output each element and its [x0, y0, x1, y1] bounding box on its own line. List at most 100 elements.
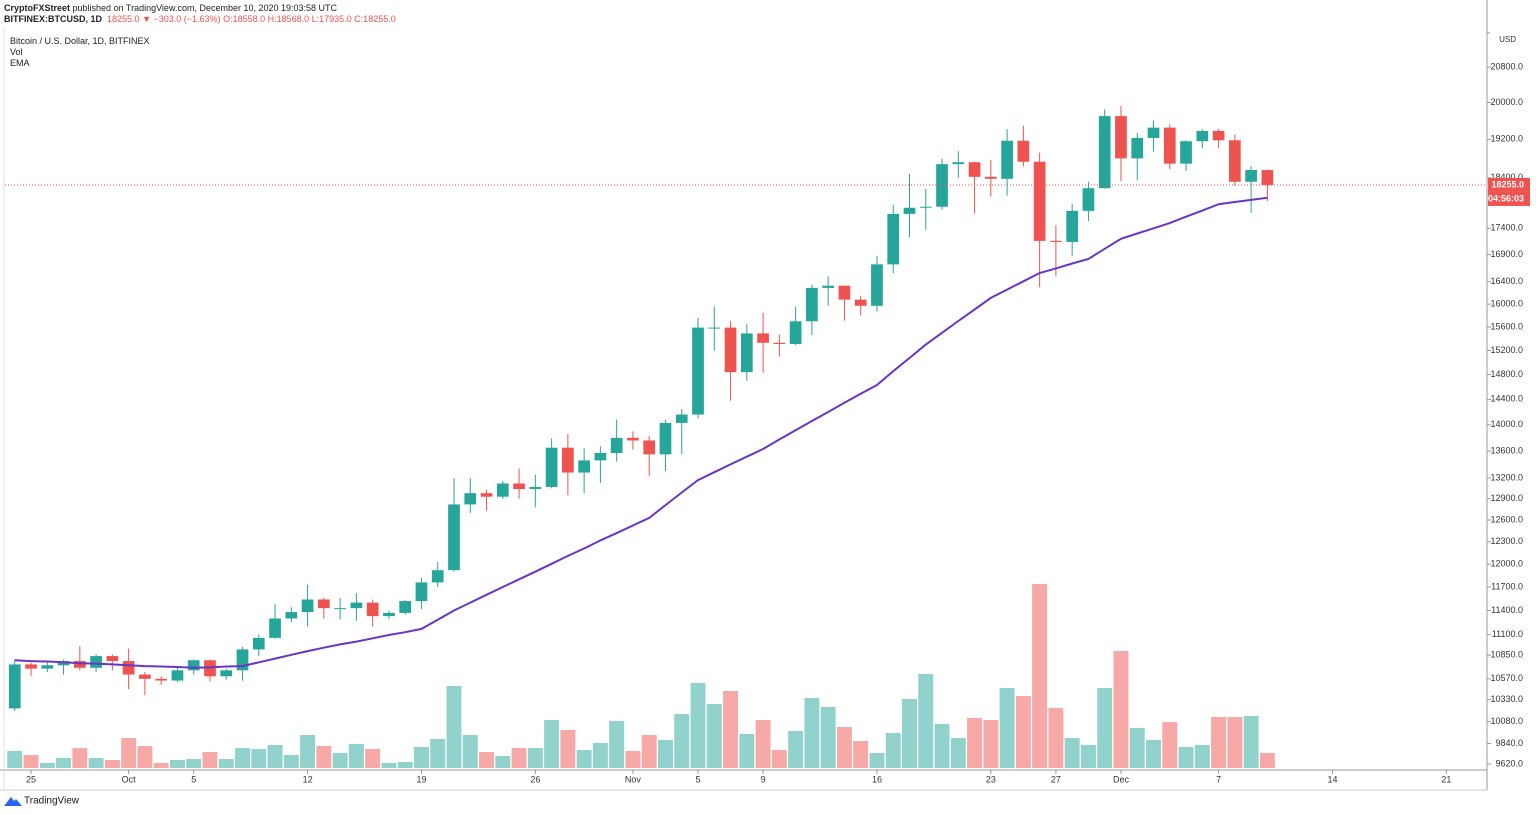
- x-tick-label: 27: [1051, 774, 1061, 784]
- volume-bar: [332, 753, 348, 768]
- candle-body: [919, 206, 932, 208]
- volume-bar: [1080, 745, 1096, 768]
- volume-bar: [7, 751, 23, 768]
- candle-body: [936, 164, 948, 207]
- candle-body: [806, 287, 818, 322]
- candle-body: [610, 437, 623, 454]
- candle-body: [529, 486, 542, 490]
- candle-body: [1082, 188, 1095, 211]
- volume-bar: [1015, 696, 1031, 768]
- volume-bar: [983, 720, 999, 768]
- volume-bar: [869, 753, 885, 768]
- y-tick-label: 10570.0: [1490, 673, 1523, 683]
- candle-body: [578, 460, 590, 473]
- candle-body: [1196, 130, 1209, 142]
- candle-body: [1098, 116, 1111, 189]
- volume-bar: [674, 714, 690, 768]
- last-price-label: 18255.0: [1491, 179, 1524, 189]
- y-tick-label: 12000.0: [1490, 559, 1523, 569]
- candle-body: [1066, 210, 1079, 242]
- candle-body: [448, 504, 460, 571]
- volume-bar: [788, 731, 804, 768]
- volume-bar: [88, 758, 104, 768]
- candle-body: [968, 162, 981, 177]
- candle-body: [773, 342, 786, 344]
- volume-bar: [267, 745, 283, 768]
- x-tick-label: 26: [530, 774, 540, 784]
- y-tick-label: 9620.0: [1495, 758, 1523, 768]
- y-tick-label: 13200.0: [1490, 472, 1523, 482]
- candle-body: [383, 612, 395, 617]
- y-tick-label: 9840.0: [1495, 738, 1523, 748]
- volume-bar: [235, 748, 250, 768]
- y-tick-label: 10330.0: [1490, 694, 1523, 704]
- volume-bar: [1227, 717, 1243, 768]
- volume-bar: [511, 748, 527, 768]
- brand-logo: [4, 797, 22, 806]
- candle-body: [675, 414, 688, 423]
- volume-bar: [381, 763, 397, 768]
- y-tick-label: 14000.0: [1490, 419, 1523, 429]
- volume-bar: [218, 759, 234, 768]
- candle-body: [480, 493, 493, 497]
- candle-body: [73, 661, 86, 668]
- volume-bar: [1243, 716, 1259, 768]
- candle-body: [1212, 130, 1225, 141]
- x-tick-label: 5: [696, 774, 701, 784]
- candle-body: [236, 649, 249, 671]
- x-tick-label: Nov: [625, 774, 642, 784]
- candle-body: [1001, 140, 1013, 179]
- volume-bar: [1259, 753, 1275, 768]
- candle-body: [757, 333, 769, 343]
- author: CryptoFXStreet: [4, 3, 71, 13]
- y-tick-label: 11700.0: [1491, 581, 1523, 591]
- candle-body: [854, 299, 867, 306]
- y-tick-label: 13600.0: [1490, 445, 1523, 455]
- volume-bar: [1032, 584, 1048, 768]
- candle-body: [1261, 170, 1274, 185]
- x-tick-label: 19: [416, 774, 426, 784]
- volume-bar: [39, 763, 55, 768]
- volume-bar: [365, 749, 381, 768]
- volume-bar: [690, 683, 706, 768]
- y-tick-label: 12600.0: [1490, 514, 1523, 524]
- candle-body: [692, 327, 704, 415]
- y-tick-label: 10850.0: [1490, 650, 1523, 660]
- candle-body: [464, 493, 477, 505]
- y-tick-label: 14800.0: [1490, 369, 1523, 379]
- volume-bar: [153, 763, 169, 768]
- y-tick-label: 14400.0: [1490, 394, 1523, 404]
- y-tick-label: 16900.0: [1490, 249, 1523, 259]
- candle-body: [25, 664, 37, 669]
- x-tick-label: 12: [303, 774, 313, 784]
- volume-bar: [169, 760, 185, 768]
- volume-bar: [609, 721, 625, 768]
- candle-body: [838, 285, 851, 300]
- volume-bar: [413, 747, 429, 768]
- header-line-2: BITFINEX:BTCUSD, 1D 18255.0 ▼ −303.0 (−1…: [4, 14, 396, 24]
- y-unit: USD: [1499, 35, 1516, 44]
- x-tick-label: 5: [191, 774, 196, 784]
- volume-bar: [771, 750, 787, 768]
- candle-body: [1017, 140, 1030, 162]
- y-tick-label: 11400.0: [1491, 605, 1523, 615]
- candle-body: [903, 207, 916, 214]
- volume-bar: [1064, 738, 1080, 768]
- candle-body: [1245, 169, 1257, 182]
- volume-bar: [1129, 728, 1145, 768]
- candle-body: [187, 660, 200, 671]
- candle-body: [513, 483, 525, 490]
- y-tick-label: 18400.0: [1490, 172, 1523, 182]
- volume-bar: [804, 698, 820, 768]
- volume-bar: [1211, 717, 1227, 768]
- volume-bar: [657, 740, 673, 768]
- volume-bar: [576, 750, 592, 768]
- volume-bar: [397, 762, 413, 768]
- volume-bar: [348, 744, 364, 768]
- volume-bar: [316, 746, 332, 768]
- y-tick-label: 16000.0: [1490, 299, 1523, 309]
- volume-bar: [300, 735, 316, 768]
- candle-body: [317, 599, 330, 609]
- volume-bar: [495, 756, 511, 768]
